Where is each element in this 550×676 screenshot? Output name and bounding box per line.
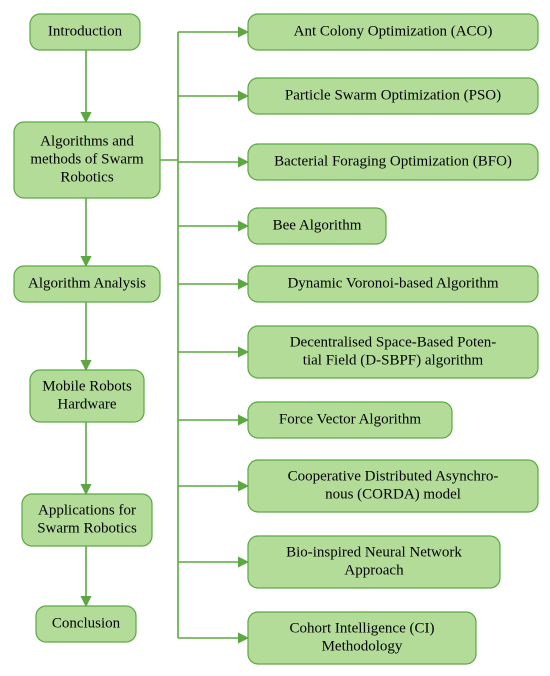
node-label: Decentralised Space-Based Poten- [290,334,497,350]
node-label: Cooperative Distributed Asynchro- [288,468,499,484]
right-node-fva: Force Vector Algorithm [248,402,452,438]
node-label: Dynamic Voronoi-based Algorithm [287,275,498,291]
node-label: Ant Colony Optimization (ACO) [294,23,493,39]
node-label: Bio-inspired Neural Network [286,544,462,560]
node-label: Methodology [322,638,403,654]
node-label: methods of Swarm [30,151,144,167]
node-label: nous (CORDA) model [325,486,461,502]
node-label: Cohort Intelligence (CI) [290,620,435,636]
node-label: Bacterial Foraging Optimization (BFO) [274,153,512,169]
right-node-bfo: Bacterial Foraging Optimization (BFO) [248,144,538,180]
right-node-pso: Particle Swarm Optimization (PSO) [248,78,538,114]
left-node-apps: Applications for Swarm Robotics [22,494,152,546]
right-node-bee: Bee Algorithm [248,208,386,244]
right-node-dva: Dynamic Voronoi-based Algorithm [248,266,538,302]
node-label: Bee Algorithm [273,217,362,233]
node-label: Algorithms and [40,133,134,149]
node-label: Introduction [48,23,123,39]
right-node-dsbpf: Decentralised Space-Based Poten-tial Fie… [248,326,538,378]
node-label: Hardware [57,396,116,412]
node-label: Applications for [38,502,136,518]
left-node-algos: Algorithms and methods of Swarm Robotics [14,122,160,198]
node-label: Conclusion [52,615,121,631]
node-label: Robotics [60,169,113,185]
node-label: tial Field (D-SBPF) algorithm [303,352,484,368]
right-node-bnn: Bio-inspired Neural Network Approach [248,536,500,588]
node-label: Approach [344,562,404,578]
left-node-anal: Algorithm Analysis [14,266,160,302]
node-label: Algorithm Analysis [28,275,146,291]
node-label: Mobile Robots [42,378,132,394]
left-node-intro: Introduction [30,14,140,50]
flowchart-canvas: Introduction Algorithms and methods of Swa… [0,0,550,676]
node-label: Force Vector Algorithm [279,411,422,427]
right-node-aco: Ant Colony Optimization (ACO) [248,14,538,50]
right-node-corda: Cooperative Distributed Asynchro-nous (C… [248,460,538,512]
node-label: Swarm Robotics [37,520,137,536]
left-node-hw: Mobile Robots Hardware [30,370,144,422]
node-label: Particle Swarm Optimization (PSO) [285,87,501,103]
right-node-ci: Cohort Intelligence (CI) Methodology [248,612,476,664]
left-node-concl: Conclusion [36,606,136,642]
